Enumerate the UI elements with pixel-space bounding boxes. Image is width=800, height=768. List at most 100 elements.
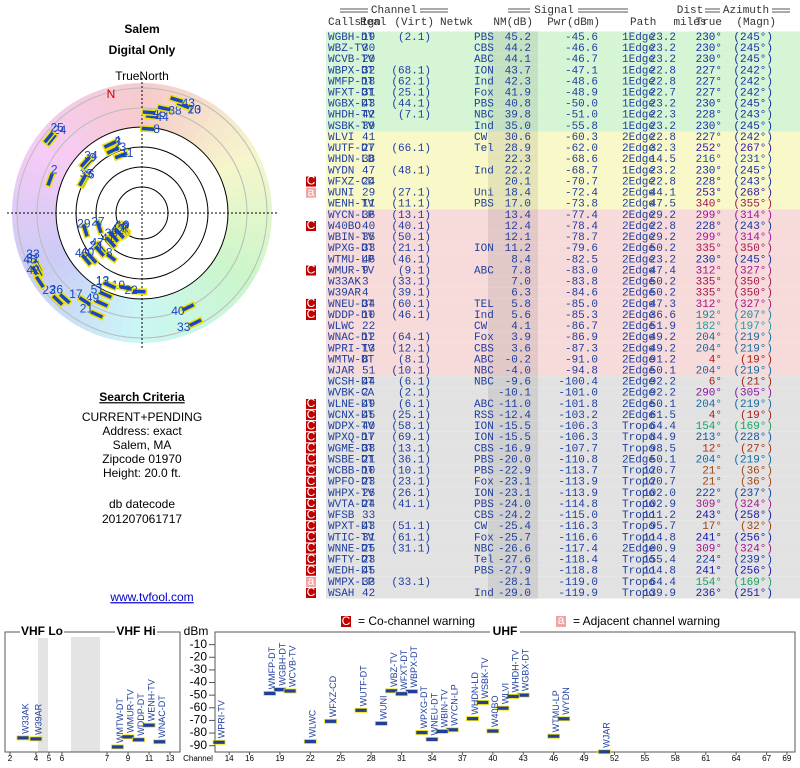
cell-callsign: WUNI <box>328 188 354 200</box>
cell-az: 21° <box>702 466 722 478</box>
station-level <box>153 739 166 745</box>
cell-callsign: WFSB <box>328 510 355 522</box>
station-label: WUTF-DT <box>358 665 368 706</box>
station-label: WFXZ-CD <box>328 675 338 717</box>
cell-pwr: -51.0 <box>565 110 598 122</box>
cell-netwk: ABC <box>474 399 494 411</box>
cell-magn: (219°) <box>733 343 773 355</box>
x-tick-label: 13 <box>166 754 175 763</box>
cell-path: 2Edge <box>622 454 655 466</box>
cell-nm: -15.5 <box>498 432 531 444</box>
datecode: 201207061717 <box>102 512 182 526</box>
cell-netwk: Fox <box>474 88 494 100</box>
cell-netwk: PBS <box>474 454 494 466</box>
cell-pwr: -77.4 <box>565 210 598 222</box>
row-background <box>326 531 800 543</box>
cell-callsign: W33AK <box>328 277 361 289</box>
cell-path: 2Edge <box>622 388 655 400</box>
cell-real: 39 <box>362 121 375 133</box>
station-marker <box>111 225 128 242</box>
cell-az: 241° <box>696 566 722 578</box>
cell-virt: (48.1) <box>391 165 431 177</box>
cell-dist: 50.2 <box>650 277 676 289</box>
row-background <box>326 498 800 510</box>
cell-pwr: -116.3 <box>558 521 598 533</box>
station-marker <box>76 171 90 189</box>
cell-pwr: -79.6 <box>565 243 598 255</box>
cell-dist: 22.8 <box>650 76 676 88</box>
cell-real: 23 <box>362 555 375 567</box>
cell-netwk: PBS <box>474 466 494 478</box>
station-label: WPRI-TV <box>216 700 226 738</box>
cell-magn: (314°) <box>733 210 773 222</box>
cell-netwk: Uni <box>474 188 494 200</box>
cell-dist: 139.9 <box>643 588 676 600</box>
station-label: WLWC <box>308 709 318 737</box>
cell-pwr: -48.6 <box>565 76 598 88</box>
cell-callsign: WNNE-DT <box>328 543 375 555</box>
cell-real: 35 <box>362 232 375 244</box>
warning-box <box>306 421 316 432</box>
cell-callsign: WGBX-DT <box>328 99 375 111</box>
cell-callsign: WLVI <box>328 132 354 144</box>
cell-virt: (33.1) <box>391 577 431 589</box>
warning-icon: C <box>307 296 316 310</box>
nm-shade <box>488 75 538 88</box>
cell-dist: 49.2 <box>650 343 676 355</box>
station-level <box>212 739 226 745</box>
station-label: WENH-TV <box>146 679 156 721</box>
cell-path: Tropo <box>622 432 655 444</box>
cell-pwr: -106.3 <box>558 432 598 444</box>
cell-magn: (243°) <box>733 221 773 233</box>
cell-dist: 23.2 <box>650 54 676 66</box>
cell-virt: (36.1) <box>391 454 431 466</box>
cell-path: Tropo <box>622 477 655 489</box>
cell-netwk: Ind <box>474 165 494 177</box>
station-channel: 4 <box>114 134 121 148</box>
cell-nm: -23.1 <box>498 488 531 500</box>
nm-shade <box>488 520 538 532</box>
row-background <box>326 454 800 466</box>
station-marker <box>92 243 108 260</box>
criteria-line: Address: exact <box>102 424 182 438</box>
station-label: WLVI <box>500 683 510 704</box>
station-marker <box>76 294 94 309</box>
cell-path: Tropo <box>622 488 655 500</box>
cell-virt: (61.1) <box>391 532 431 544</box>
cell-az: 230° <box>696 165 722 177</box>
station-level <box>557 716 571 722</box>
vhf-lo-label: VHF Lo <box>21 624 63 638</box>
station-marker <box>97 288 114 301</box>
cell-path: 1Edge <box>622 99 655 111</box>
cell-magn: (219°) <box>733 399 773 411</box>
cell-dist: 47.4 <box>650 265 677 277</box>
cell-real: 31 <box>362 88 376 100</box>
cell-callsign: WPFO-DT <box>328 477 375 489</box>
cell-real: 43 <box>362 99 375 111</box>
cell-magn: (243°) <box>733 176 773 188</box>
cell-callsign: WBZ-TV <box>328 43 368 55</box>
column-header: True <box>696 17 722 29</box>
cell-magn: (350°) <box>733 277 773 289</box>
station-label: WMUR-TV <box>125 689 135 733</box>
station-channel: 33 <box>26 247 40 261</box>
cell-callsign: WSBE-DT <box>328 454 375 466</box>
cell-az: 6° <box>709 377 722 389</box>
station-marker <box>78 251 94 268</box>
cell-dist: 91.2 <box>650 354 676 366</box>
cell-az: 182° <box>696 321 722 333</box>
site-link[interactable]: www.tvfool.com <box>109 590 193 604</box>
station-label: WNAC-DT <box>157 695 167 738</box>
cell-az: 222° <box>696 488 722 500</box>
cell-path: 1Edge <box>622 32 655 44</box>
cell-virt: (27.1) <box>391 188 431 200</box>
cell-netwk: CBS <box>474 43 494 55</box>
column-header: Dist <box>677 5 703 17</box>
station-label: WBZ-TV <box>389 652 399 687</box>
row-background <box>326 576 800 588</box>
cell-dist: 44.1 <box>650 188 677 200</box>
x-axis-label: Channel <box>183 754 213 763</box>
warning-box <box>306 588 316 598</box>
station-label: WYDN <box>561 687 571 715</box>
station-label: WYCN-LP <box>450 684 460 726</box>
